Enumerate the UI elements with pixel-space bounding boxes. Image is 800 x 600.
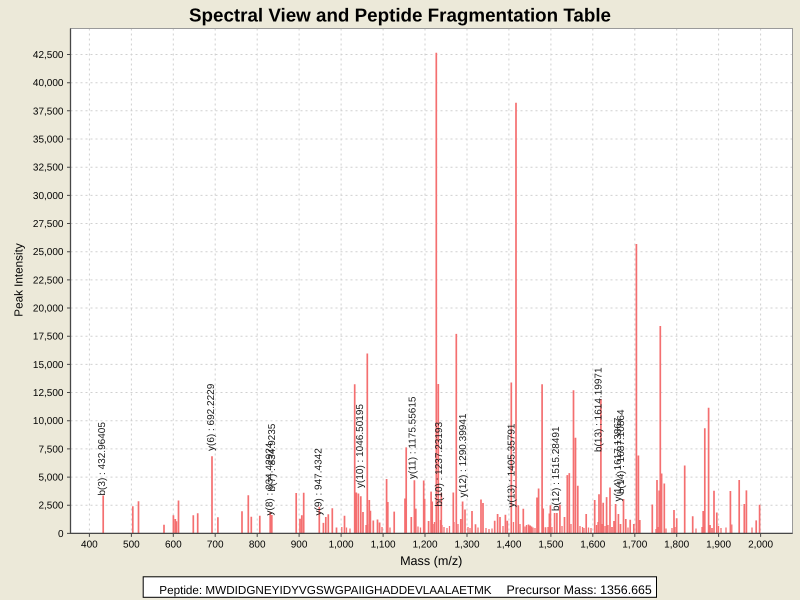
svg-text:42,500: 42,500 (33, 50, 64, 61)
svg-text:5,000: 5,000 (38, 473, 63, 484)
svg-text:400: 400 (81, 539, 98, 550)
svg-text:y(14) : 1617.13867: y(14) : 1617.13867 (613, 417, 624, 501)
svg-text:600: 600 (165, 539, 182, 550)
svg-text:40,000: 40,000 (33, 78, 64, 89)
svg-text:Peptide: MWDIDGNEYIDYVGSWGPAII: Peptide: MWDIDGNEYIDYVGSWGPAIIGHADDEVLAA… (159, 584, 492, 597)
svg-text:37,500: 37,500 (33, 106, 64, 117)
svg-text:Spectral View and Peptide Frag: Spectral View and Peptide Fragmentation … (189, 4, 611, 25)
svg-text:20,000: 20,000 (33, 304, 64, 315)
svg-text:b(7) : 834.9235: b(7) : 834.9235 (267, 423, 278, 491)
svg-text:500: 500 (123, 539, 140, 550)
svg-text:1,900: 1,900 (706, 539, 731, 550)
svg-text:10,000: 10,000 (33, 416, 64, 427)
svg-text:2,000: 2,000 (748, 539, 773, 550)
svg-text:17,500: 17,500 (33, 332, 64, 343)
svg-text:1,300: 1,300 (454, 539, 479, 550)
svg-text:27,500: 27,500 (33, 219, 64, 230)
svg-text:b(10) : 1237.23193: b(10) : 1237.23193 (434, 422, 445, 507)
svg-text:y(8) : 834.42924: y(8) : 834.42924 (264, 442, 275, 515)
svg-text:30,000: 30,000 (33, 191, 64, 202)
svg-text:15,000: 15,000 (33, 360, 64, 371)
svg-text:Precursor Mass: 1356.665: Precursor Mass: 1356.665 (507, 583, 652, 597)
svg-text:12,500: 12,500 (33, 388, 64, 399)
svg-text:b(13) : 1614.19971: b(13) : 1614.19971 (594, 367, 605, 452)
svg-text:y(11) : 1175.55615: y(11) : 1175.55615 (408, 396, 419, 479)
svg-text:y(6) : 692.2229: y(6) : 692.2229 (206, 383, 217, 451)
svg-text:1,400: 1,400 (496, 539, 521, 550)
svg-text:y(13) : 1405.35791: y(13) : 1405.35791 (507, 423, 518, 507)
svg-text:1,100: 1,100 (371, 539, 396, 550)
svg-text:1,700: 1,700 (622, 539, 647, 550)
svg-text:b(3) : 432.96405: b(3) : 432.96405 (97, 422, 108, 496)
svg-text:y(9) : 947.4342: y(9) : 947.4342 (313, 448, 324, 516)
svg-text:b(12) : 1515.28491: b(12) : 1515.28491 (551, 426, 562, 511)
svg-text:22,500: 22,500 (33, 275, 64, 286)
svg-text:1,500: 1,500 (538, 539, 563, 550)
svg-text:y(10) : 1046.50195: y(10) : 1046.50195 (355, 404, 366, 488)
svg-text:1,000: 1,000 (329, 539, 354, 550)
svg-text:Peak Intensity: Peak Intensity (12, 243, 25, 317)
svg-text:2,500: 2,500 (38, 501, 63, 512)
svg-text:32,500: 32,500 (33, 163, 64, 174)
svg-text:1,600: 1,600 (580, 539, 605, 550)
svg-text:700: 700 (207, 539, 224, 550)
svg-text:y(12) : 1290.39941: y(12) : 1290.39941 (458, 413, 469, 497)
svg-text:7,500: 7,500 (38, 444, 63, 455)
svg-text:1,200: 1,200 (412, 539, 437, 550)
svg-text:800: 800 (249, 539, 266, 550)
svg-text:35,000: 35,000 (33, 135, 64, 146)
svg-text:Mass (m/z): Mass (m/z) (400, 554, 462, 568)
svg-text:1,800: 1,800 (664, 539, 689, 550)
svg-text:25,000: 25,000 (33, 247, 64, 258)
svg-text:900: 900 (291, 539, 308, 550)
svg-text:b(14) : 1687.10864: b(14) : 1687.10864 (616, 409, 627, 494)
svg-text:0: 0 (58, 529, 64, 540)
